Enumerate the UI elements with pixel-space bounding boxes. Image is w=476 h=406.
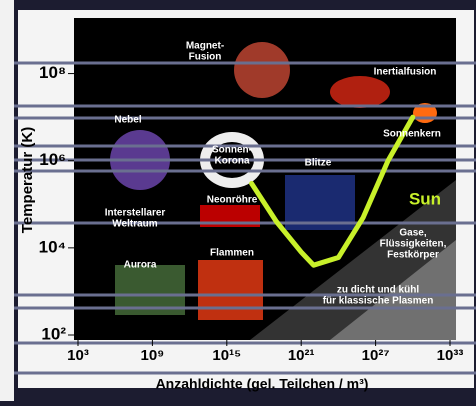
region-label: Blitze: [305, 158, 332, 169]
y-axis-label: Temperatur (K): [19, 127, 36, 233]
region-label: Interstellarer: [105, 208, 166, 219]
y-tick-label: 10⁶: [39, 150, 66, 169]
region-label: Korona: [215, 156, 250, 167]
overlay-lines: [14, 61, 476, 375]
series-label: Sun: [409, 189, 441, 208]
region-label: Flüssigkeiten,: [380, 239, 447, 250]
region-label: Festkörper: [387, 250, 439, 261]
y-tick-label: 10²: [41, 324, 66, 343]
image-inertial: [330, 76, 390, 108]
image-flames: [198, 260, 263, 320]
y-tick-label: 10⁸: [39, 63, 66, 82]
sun-curve: [249, 114, 416, 268]
region-label: für klassische Plasmen: [323, 296, 434, 307]
region-label: Aurora: [124, 260, 157, 271]
image-lightning: [285, 175, 355, 230]
x-tick-label: 10³: [67, 347, 89, 364]
region-label: Sonnenkern: [383, 129, 441, 140]
image-magnet: [234, 42, 290, 98]
region-label: Gase,: [399, 228, 426, 239]
x-axis-label: Anzahldichte (gel. Teilchen / m³): [156, 376, 369, 392]
x-tick-label: 10²¹: [288, 347, 315, 364]
y-tick-label: 10⁴: [39, 237, 66, 256]
region-label: Nebel: [114, 115, 141, 126]
region-label: Inertialfusion: [374, 67, 437, 78]
region-label: Sonnen-: [212, 145, 252, 156]
x-tick-label: 10⁹: [140, 347, 164, 364]
side-strip: [0, 0, 14, 401]
shade-region: [330, 240, 456, 340]
x-tick-label: 10²⁷: [362, 347, 390, 364]
x-tick-label: 10³³: [437, 347, 464, 364]
region-label: Weltraum: [112, 219, 157, 230]
region-label: Flammen: [210, 248, 254, 259]
region-label: Neonröhre: [207, 195, 258, 206]
x-tick-label: 10¹⁵: [212, 347, 241, 364]
region-label: Magnet-: [186, 41, 224, 52]
region-label: zu dicht und kühl: [337, 285, 419, 296]
region-label: Fusion: [189, 52, 222, 63]
